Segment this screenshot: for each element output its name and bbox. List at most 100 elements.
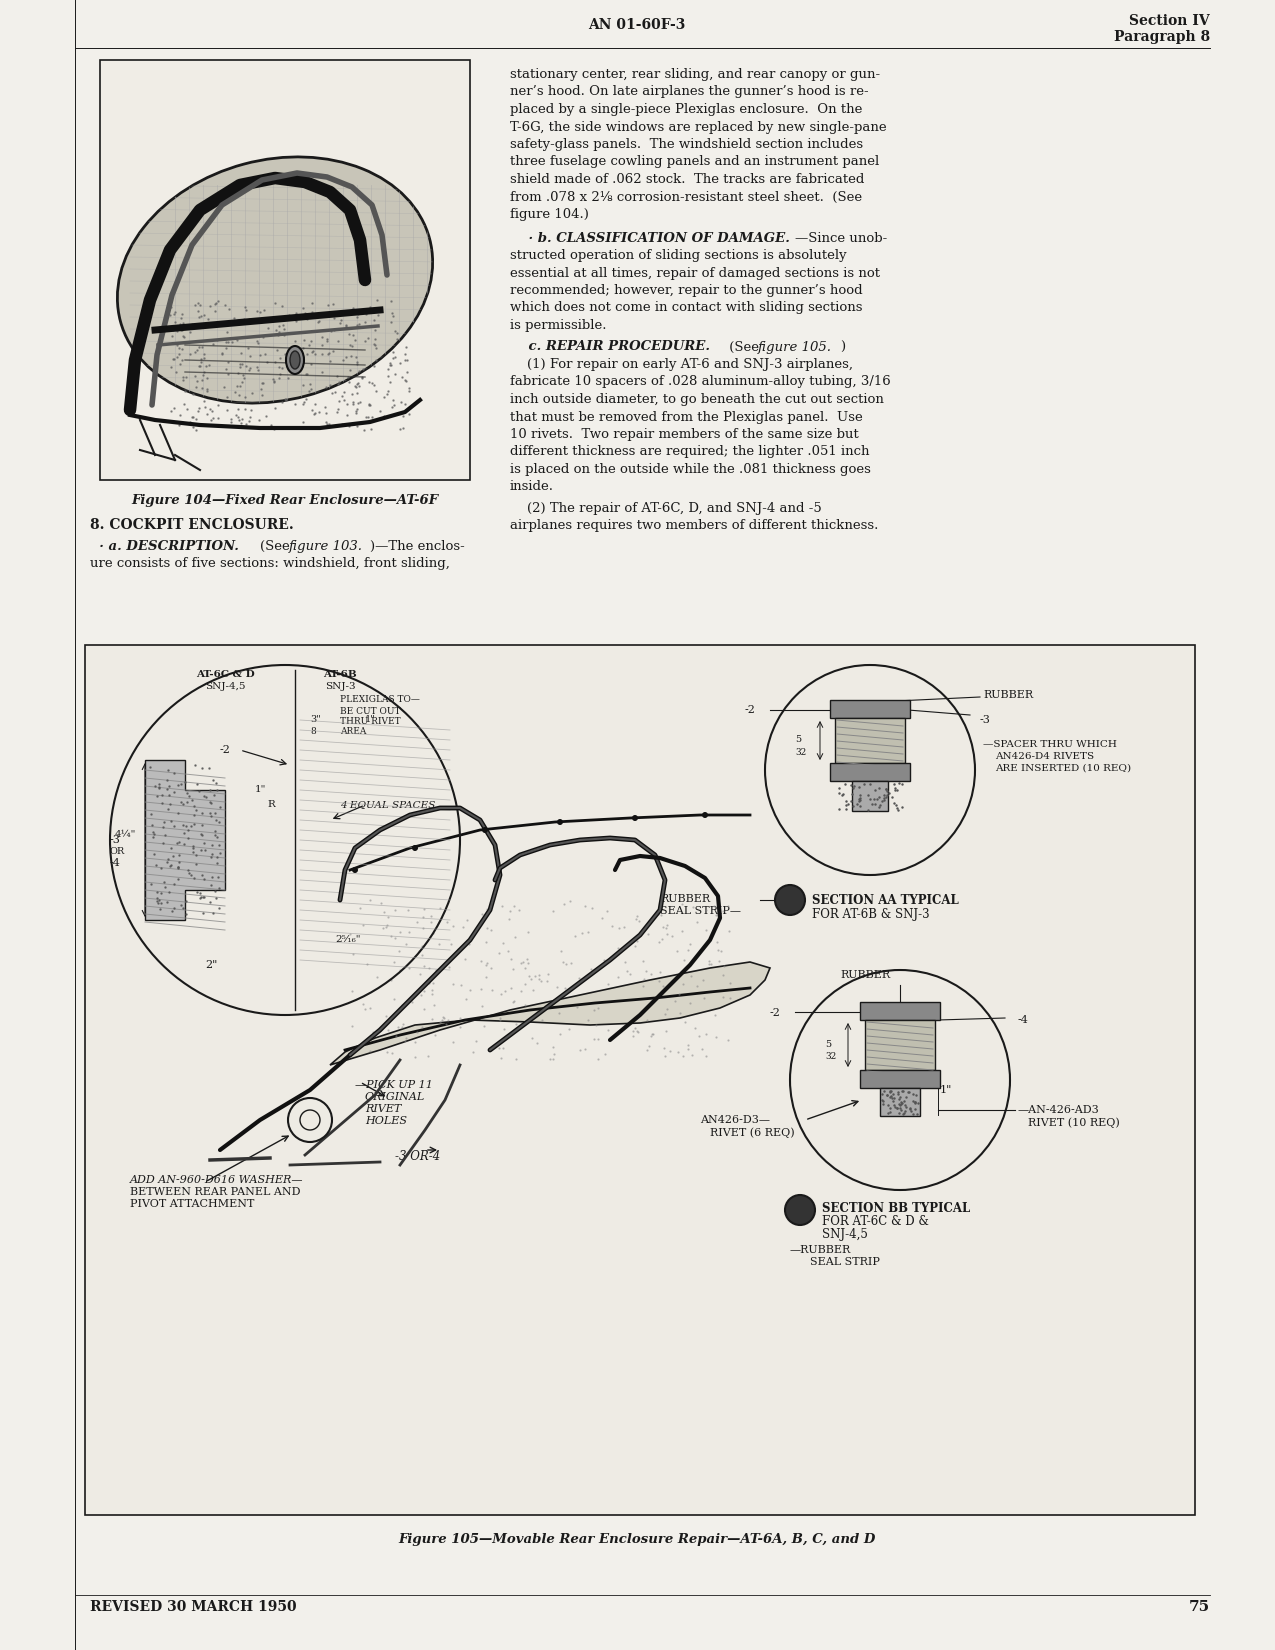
Text: from .078 x 2⅛ corrosion-resistant steel sheet.  (See: from .078 x 2⅛ corrosion-resistant steel… [510, 190, 862, 203]
Text: · b. CLASSIFICATION OF DAMAGE.: · b. CLASSIFICATION OF DAMAGE. [510, 231, 790, 244]
Text: 4¼": 4¼" [115, 830, 136, 838]
Text: RUBBER: RUBBER [983, 690, 1033, 700]
Text: R: R [266, 800, 274, 808]
Text: ner’s hood. On late airplanes the gunner’s hood is re-: ner’s hood. On late airplanes the gunner… [510, 86, 868, 99]
Polygon shape [330, 962, 770, 1064]
Text: (1) For repair on early AT-6 and SNJ-3 airplanes,: (1) For repair on early AT-6 and SNJ-3 a… [510, 358, 853, 371]
Text: (2) The repair of AT-6C, D, and SNJ-4 and -5: (2) The repair of AT-6C, D, and SNJ-4 an… [510, 502, 822, 515]
Text: 1": 1" [255, 785, 266, 794]
Text: ure consists of five sections: windshield, front sliding,: ure consists of five sections: windshiel… [91, 558, 450, 571]
Text: T-6G, the side windows are replaced by new single-pane: T-6G, the side windows are replaced by n… [510, 120, 886, 134]
Text: that must be removed from the Plexiglas panel.  Use: that must be removed from the Plexiglas … [510, 411, 863, 424]
Circle shape [557, 818, 564, 825]
Bar [830, 700, 910, 718]
Text: RUBBER: RUBBER [660, 894, 710, 904]
Bar [835, 718, 905, 762]
Text: figure 104.): figure 104.) [510, 208, 589, 221]
Text: 5: 5 [825, 1040, 831, 1049]
Circle shape [632, 815, 638, 822]
Text: REVISED 30 MARCH 1950: REVISED 30 MARCH 1950 [91, 1600, 297, 1614]
Circle shape [352, 866, 358, 873]
Bar [864, 766, 875, 795]
Bar [852, 780, 887, 812]
Text: different thickness are required; the lighter .051 inch: different thickness are required; the li… [510, 446, 870, 459]
Text: (See: (See [260, 540, 295, 553]
Text: ADD AN-960-D616 WASHER—: ADD AN-960-D616 WASHER— [130, 1175, 303, 1185]
Text: FOR AT-6B & SNJ-3: FOR AT-6B & SNJ-3 [812, 908, 929, 921]
Text: Paragraph 8: Paragraph 8 [1114, 30, 1210, 45]
Text: Figure 105—Movable Rear Enclosure Repair—AT-6A, B, C, and D: Figure 105—Movable Rear Enclosure Repair… [398, 1533, 876, 1546]
Text: figure 105.: figure 105. [759, 340, 833, 353]
Text: ): ) [840, 340, 845, 353]
Text: SNJ-4,5: SNJ-4,5 [205, 681, 245, 691]
Text: 5: 5 [796, 734, 801, 744]
Text: (See: (See [725, 340, 764, 353]
Text: Section IV: Section IV [1130, 13, 1210, 28]
Text: PLEXIGLAS TO—: PLEXIGLAS TO— [340, 695, 419, 705]
Text: FOR AT-6C & D &: FOR AT-6C & D & [822, 1214, 929, 1228]
Bar [99, 59, 470, 480]
Text: -3: -3 [110, 835, 121, 845]
Text: 10 rivets.  Two repair members of the same size but: 10 rivets. Two repair members of the sam… [510, 427, 859, 441]
Ellipse shape [286, 346, 303, 375]
Text: -2: -2 [219, 746, 231, 756]
Text: RIVET: RIVET [365, 1104, 402, 1114]
Text: which does not come in contact with sliding sections: which does not come in contact with slid… [510, 302, 862, 315]
Text: THRU RIVET: THRU RIVET [340, 718, 400, 726]
Text: placed by a single-piece Plexiglas enclosure.  On the: placed by a single-piece Plexiglas enclo… [510, 102, 862, 116]
Text: -4: -4 [110, 858, 121, 868]
Text: airplanes requires two members of different thickness.: airplanes requires two members of differ… [510, 520, 878, 533]
Text: AN 01-60F-3: AN 01-60F-3 [588, 18, 686, 31]
Text: structed operation of sliding sections is absolutely: structed operation of sliding sections i… [510, 249, 847, 262]
Text: safety-glass panels.  The windshield section includes: safety-glass panels. The windshield sect… [510, 139, 863, 152]
Text: recommended; however, repair to the gunner’s hood: recommended; however, repair to the gunn… [510, 284, 863, 297]
Text: 1": 1" [940, 1086, 952, 1096]
Text: AN426-D4 RIVETS: AN426-D4 RIVETS [994, 752, 1094, 761]
Text: shield made of .062 stock.  The tracks are fabricated: shield made of .062 stock. The tracks ar… [510, 173, 864, 186]
Text: RIVET (10 REQ): RIVET (10 REQ) [1028, 1117, 1119, 1127]
Text: -3: -3 [980, 714, 991, 724]
Text: is permissible.: is permissible. [510, 318, 607, 332]
Text: inside.: inside. [510, 480, 555, 493]
Text: SECTION BB TYPICAL: SECTION BB TYPICAL [822, 1201, 970, 1214]
Polygon shape [145, 761, 224, 921]
Circle shape [482, 827, 488, 833]
Text: )—The enclos-: )—The enclos- [370, 540, 465, 553]
Circle shape [775, 884, 805, 916]
Ellipse shape [289, 351, 300, 370]
Text: AN426-D3—: AN426-D3— [700, 1115, 770, 1125]
Text: inch outside diameter, to go beneath the cut out section: inch outside diameter, to go beneath the… [510, 393, 884, 406]
Text: SECTION AA TYPICAL: SECTION AA TYPICAL [812, 894, 959, 908]
Text: SNJ-4,5: SNJ-4,5 [822, 1228, 868, 1241]
Text: 8: 8 [310, 728, 316, 736]
Text: SEAL STRIP: SEAL STRIP [810, 1257, 880, 1267]
Circle shape [703, 812, 708, 818]
Text: —Since unob-: —Since unob- [796, 231, 887, 244]
Text: stationary center, rear sliding, and rear canopy or gun-: stationary center, rear sliding, and rea… [510, 68, 880, 81]
Bar [861, 1002, 940, 1020]
Text: SNJ-3: SNJ-3 [325, 681, 356, 691]
Bar [830, 762, 910, 780]
Text: ARE INSERTED (10 REQ): ARE INSERTED (10 REQ) [994, 764, 1131, 772]
Text: c. REPAIR PROCEDURE.: c. REPAIR PROCEDURE. [510, 340, 710, 353]
Text: figure 103.: figure 103. [289, 540, 363, 553]
Bar [85, 645, 1195, 1515]
Text: -2: -2 [745, 705, 755, 714]
Text: fabricate 10 spacers of .028 aluminum-alloy tubing, 3/16: fabricate 10 spacers of .028 aluminum-al… [510, 376, 891, 388]
Text: 32: 32 [825, 1053, 836, 1061]
Text: 3": 3" [310, 714, 321, 724]
Text: Figure 104—Fixed Rear Enclosure—AT-6F: Figure 104—Fixed Rear Enclosure—AT-6F [131, 493, 439, 507]
Text: PIVOT ATTACHMENT: PIVOT ATTACHMENT [130, 1200, 255, 1209]
Text: BE CUT OUT: BE CUT OUT [340, 706, 400, 716]
Text: 4 EQUAL SPACES: 4 EQUAL SPACES [340, 800, 435, 808]
Text: -4: -4 [1017, 1015, 1029, 1025]
Text: AT-6C & D: AT-6C & D [195, 670, 255, 680]
Text: SEAL STRIP—: SEAL STRIP— [660, 906, 741, 916]
Text: AT-6B: AT-6B [323, 670, 357, 680]
Text: · a. DESCRIPTION.: · a. DESCRIPTION. [91, 540, 249, 553]
Text: 8. COCKPIT ENCLOSURE.: 8. COCKPIT ENCLOSURE. [91, 518, 293, 531]
Text: HOLES: HOLES [365, 1115, 407, 1125]
Text: 32: 32 [796, 747, 806, 757]
Text: ORIGINAL: ORIGINAL [365, 1092, 426, 1102]
Text: -3 OR-4: -3 OR-4 [395, 1150, 440, 1163]
